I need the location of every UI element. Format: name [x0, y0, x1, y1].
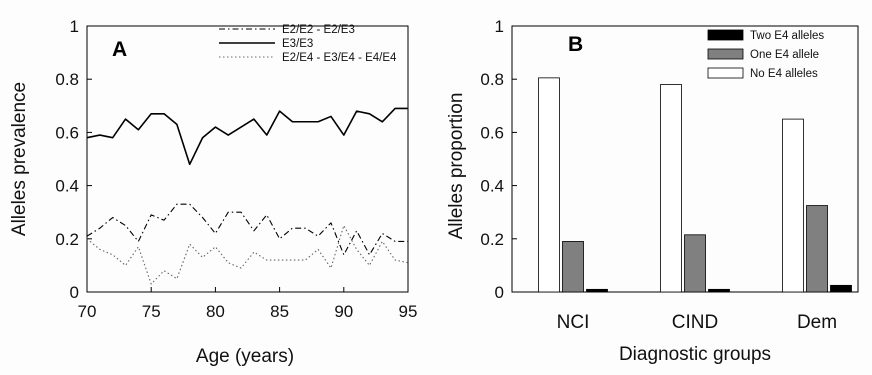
- chart-b-bar-dem-0: [830, 284, 852, 293]
- chart-b-bar-cind-1: [684, 234, 706, 293]
- chart-a-series-line-0: [86, 203, 408, 256]
- chart-a-series-line-2: [86, 224, 409, 285]
- chart-a: 0 0.2 0.4 0.6 0.8 1 70 75 80 85 90 95 A E2/E2 - E2/…: [9, 17, 417, 367]
- chart-a-y-tick-label: 0.4: [55, 177, 79, 196]
- chart-b-y-tick-label: 0.4: [480, 177, 504, 196]
- chart-a-legend-label-2: E2/E4 - E3/E4 - E4/E4: [282, 52, 397, 64]
- chart-b-legend: Two E4 alleles One E4 allele No E4 alleles: [707, 29, 824, 80]
- chart-a-series-line-1: [86, 107, 408, 166]
- chart-a-legend-label-0: E2/E2 - E2/E3: [282, 24, 355, 36]
- chart-b-y-axis-label: Alleles proportion: [446, 93, 467, 240]
- chart-a-plot-frame: [86, 25, 409, 293]
- chart-b-y-tick-label: 0.6: [480, 123, 504, 142]
- chart-a-y-tick-label: 0.2: [55, 230, 79, 249]
- chart-b-legend-label-2: No E4 alleles: [750, 68, 818, 80]
- chart-b-y-tick-label: 0.2: [480, 230, 504, 249]
- chart-a-legend-label-1: E3/E3: [282, 38, 313, 50]
- chart-b-x-tick-label: NCI: [557, 312, 590, 333]
- chart-b-legend-swatch-2: [707, 67, 744, 79]
- chart-b-bar-nci-1: [562, 241, 584, 293]
- chart-a-x-tick-label: 70: [78, 302, 97, 321]
- chart-a-x-axis-label: Age (years): [196, 346, 294, 367]
- chart-b-x-tick-label: CIND: [672, 312, 718, 333]
- chart-b: 0 0.2 0.4 0.6 0.8 1 NCI CIND Dem B Two E4 allele…: [446, 17, 859, 365]
- chart-a-x-tick-label: 85: [270, 302, 289, 321]
- chart-a-x-tick-label: 80: [206, 302, 225, 321]
- chart-a-legend: E2/E2 - E2/E3 E3/E3 E2/E4 - E3/E4 - E4/E4: [219, 24, 397, 64]
- chart-a-y-tick-label: 0: [70, 283, 79, 302]
- chart-a-y-tick-label: 0.8: [55, 70, 79, 89]
- chart-b-legend-label-1: One E4 allele: [750, 49, 819, 61]
- chart-b-legend-swatch-1: [707, 48, 744, 60]
- chart-b-x-axis-label: Diagnostic groups: [619, 344, 771, 365]
- chart-b-bar-cind-2: [660, 84, 682, 293]
- chart-a-panel-label: A: [112, 38, 127, 61]
- chart-b-bar-dem-2: [782, 118, 804, 293]
- chart-b-y-tick-label: 0: [495, 283, 504, 302]
- chart-a-y-tick-label: 1: [70, 17, 79, 36]
- chart-a-y-tick-label: 0.6: [55, 123, 79, 142]
- chart-b-x-tick-label: Dem: [797, 312, 837, 333]
- chart-b-bar-nci-2: [538, 77, 560, 293]
- chart-b-legend-label-0: Two E4 alleles: [750, 30, 824, 42]
- chart-b-legend-swatch-0: [707, 29, 744, 41]
- chart-a-x-tick-label: 75: [142, 302, 161, 321]
- chart-a-y-axis-label: Alleles prevalence: [9, 82, 30, 236]
- chart-b-panel-label: B: [568, 33, 583, 56]
- chart-a-x-tick-label: 95: [399, 302, 418, 321]
- chart-b-y-tick-label: 0.8: [480, 70, 504, 89]
- chart-b-y-tick-label: 1: [495, 17, 504, 36]
- chart-b-bar-nci-0: [586, 288, 608, 293]
- chart-b-bar-dem-1: [806, 205, 828, 293]
- chart-a-x-tick-label: 90: [334, 302, 353, 321]
- chart-b-bar-cind-0: [708, 288, 730, 293]
